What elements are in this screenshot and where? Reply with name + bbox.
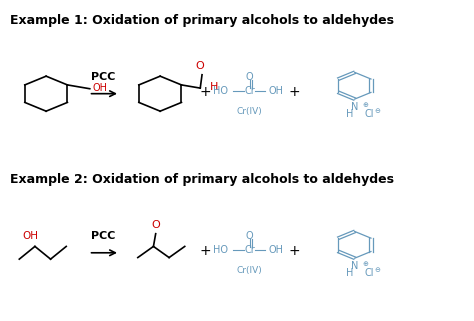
Text: PCC: PCC bbox=[91, 231, 116, 241]
Text: O: O bbox=[246, 72, 254, 82]
Text: O: O bbox=[195, 61, 204, 71]
Text: +: + bbox=[199, 244, 210, 258]
Text: PCC: PCC bbox=[91, 72, 116, 82]
Text: H: H bbox=[346, 109, 353, 119]
Text: ⊖: ⊖ bbox=[374, 267, 380, 273]
Text: +: + bbox=[289, 85, 300, 99]
Text: ⊖: ⊖ bbox=[374, 108, 380, 114]
Text: Cr: Cr bbox=[244, 86, 255, 96]
Text: Example 2: Oxidation of primary alcohols to aldehydes: Example 2: Oxidation of primary alcohols… bbox=[10, 173, 394, 186]
Text: N: N bbox=[351, 102, 358, 112]
Text: ⊕: ⊕ bbox=[363, 102, 369, 108]
Text: H: H bbox=[346, 268, 353, 278]
Text: Example 1: Oxidation of primary alcohols to aldehydes: Example 1: Oxidation of primary alcohols… bbox=[10, 14, 394, 27]
Text: Cl: Cl bbox=[365, 109, 374, 119]
Text: +: + bbox=[289, 244, 300, 258]
Text: +: + bbox=[199, 85, 210, 99]
Text: OH: OH bbox=[92, 83, 107, 93]
Text: Cr(IV): Cr(IV) bbox=[237, 266, 263, 275]
Text: Cr(IV): Cr(IV) bbox=[237, 107, 263, 116]
Text: Cl: Cl bbox=[365, 268, 374, 278]
Text: Cr: Cr bbox=[244, 245, 255, 255]
Text: OH: OH bbox=[22, 231, 38, 241]
Text: O: O bbox=[151, 220, 160, 230]
Text: HO: HO bbox=[213, 245, 228, 255]
Text: OH: OH bbox=[269, 245, 284, 255]
Text: ⊕: ⊕ bbox=[363, 261, 369, 267]
Text: N: N bbox=[351, 261, 358, 271]
Text: HO: HO bbox=[213, 86, 228, 96]
Text: OH: OH bbox=[269, 86, 284, 96]
Text: H: H bbox=[210, 82, 219, 91]
Text: O: O bbox=[246, 231, 254, 241]
